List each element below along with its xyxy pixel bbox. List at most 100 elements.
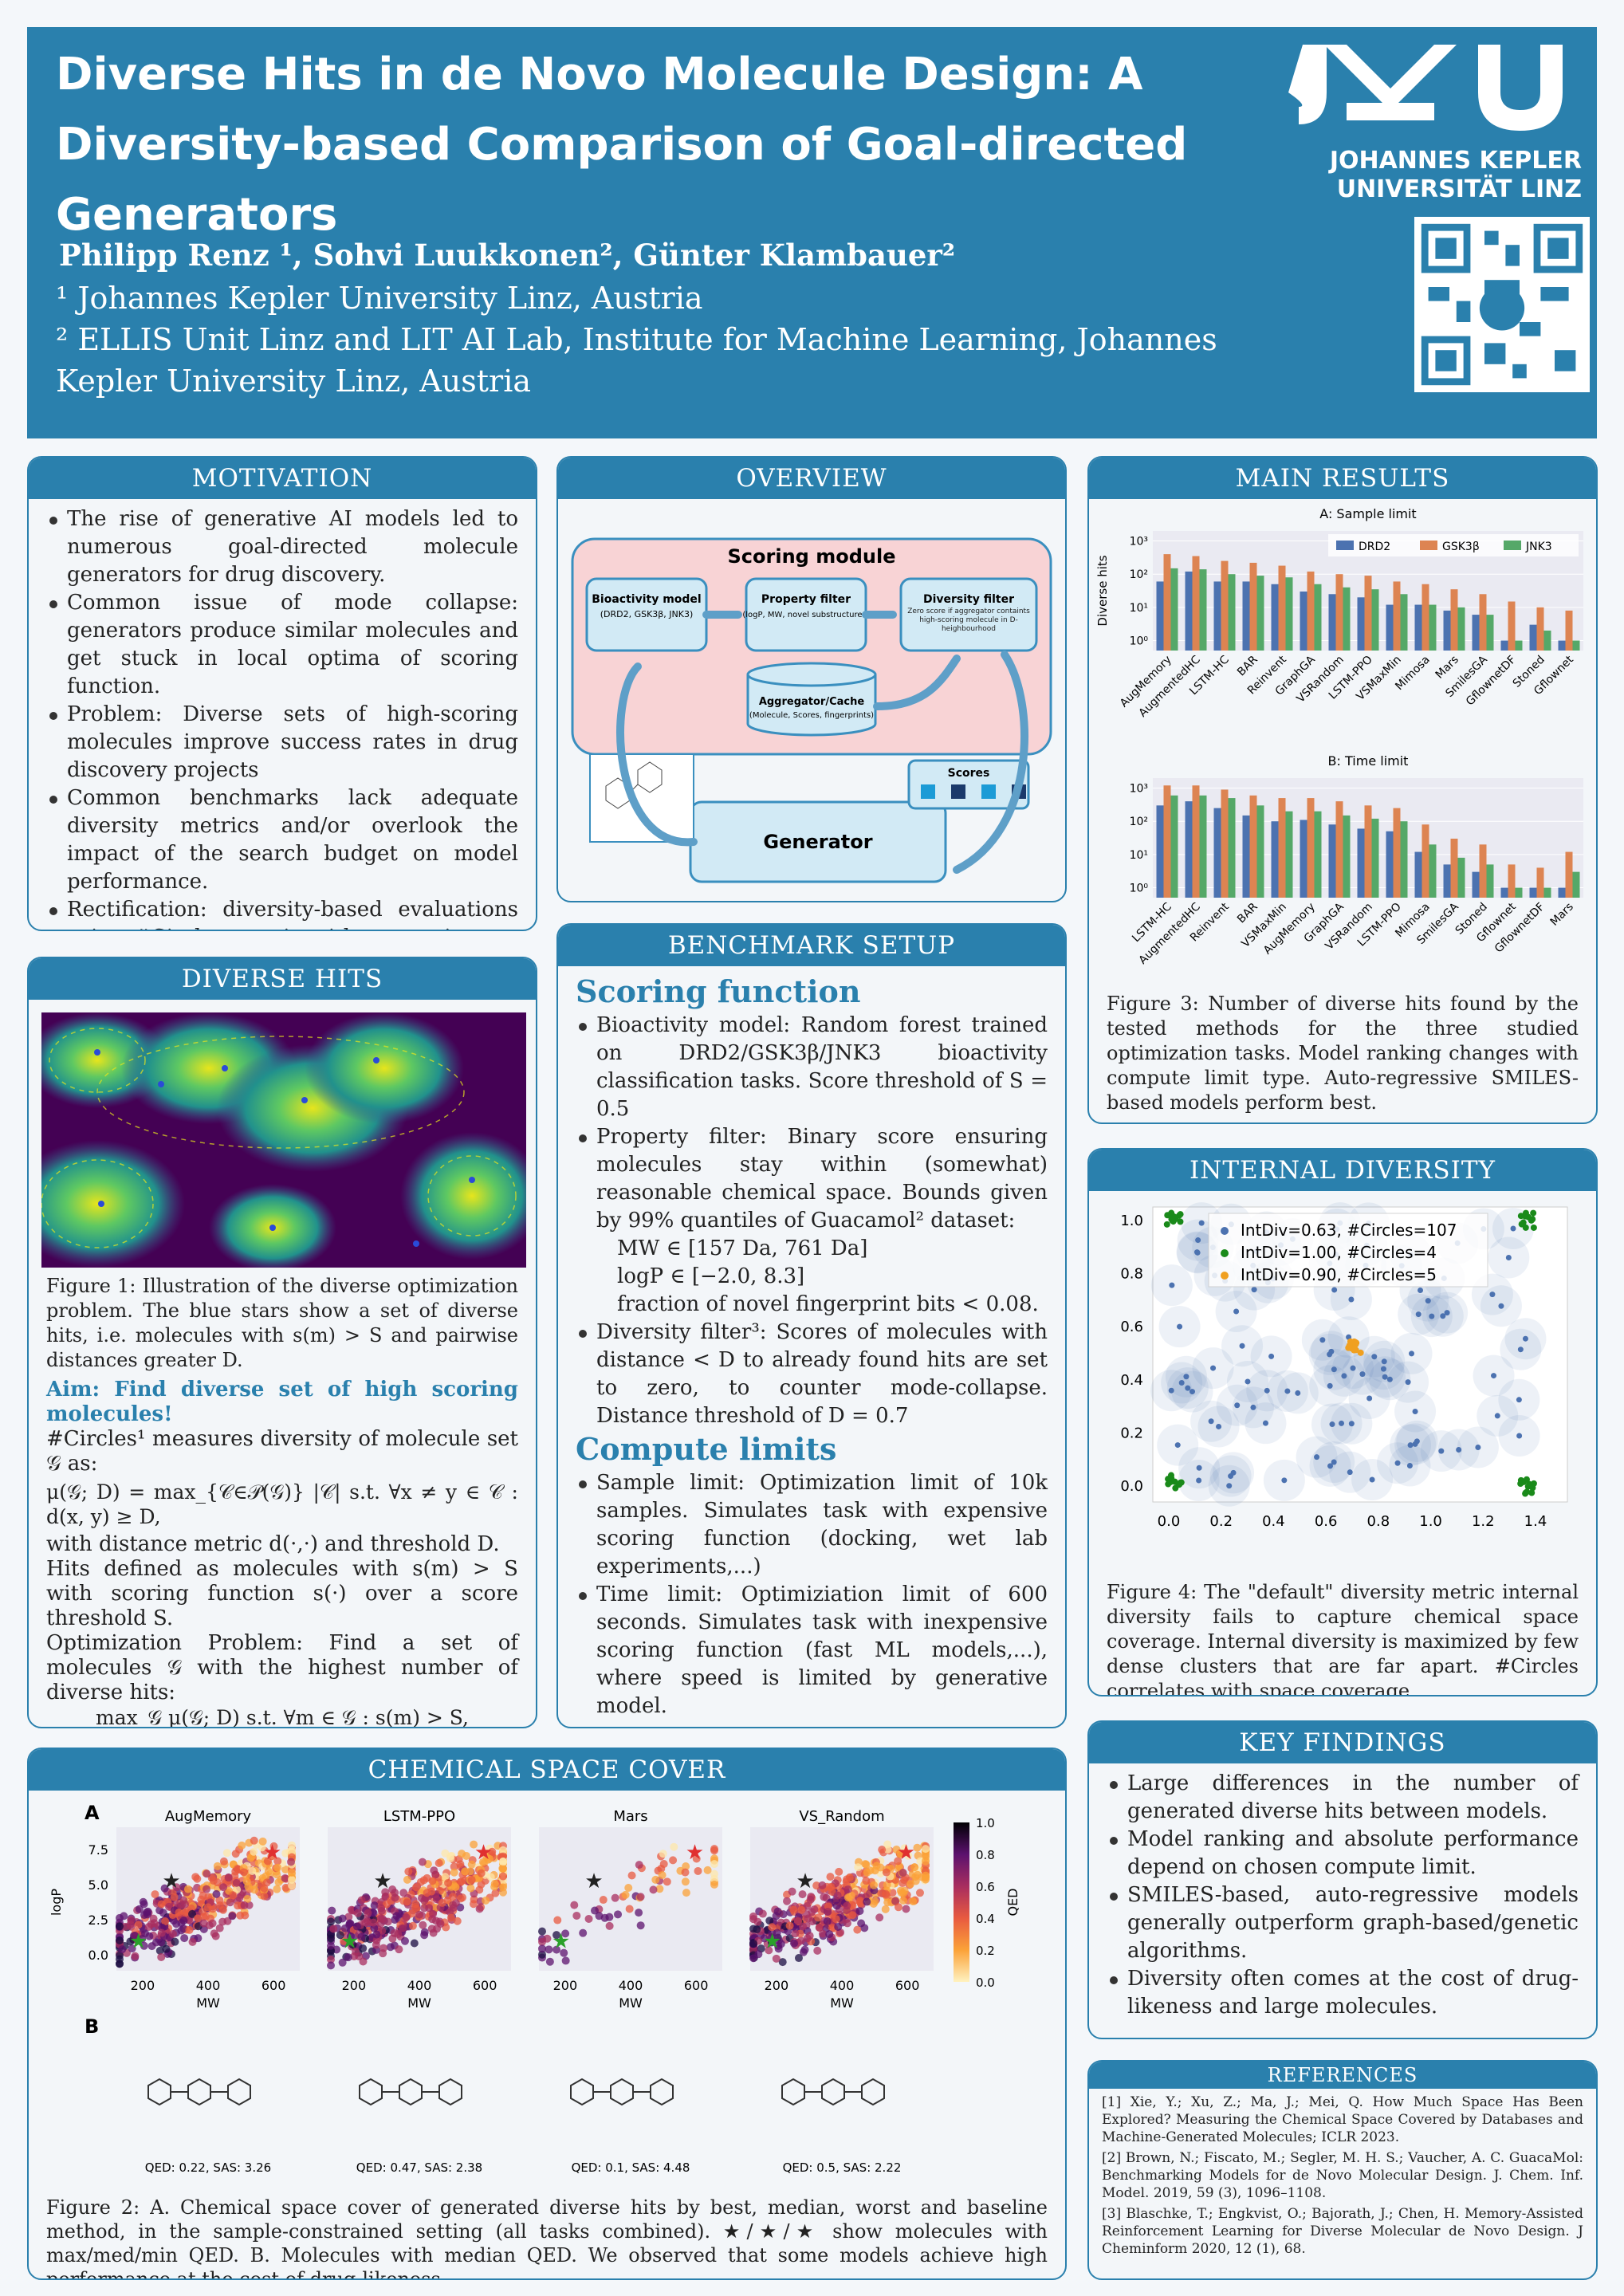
point-blue [1331,1366,1337,1373]
point-blue [1438,1448,1445,1454]
molecule-point [900,1844,909,1853]
molecule-point [538,1927,546,1936]
bar [1414,851,1422,898]
point-blue [1498,1303,1504,1309]
molecule-point [834,1922,843,1931]
molecule-point [490,1879,499,1888]
point-blue [1189,1389,1195,1395]
legend-label: IntDiv=0.90, #Circles=5 [1241,1265,1437,1284]
molecule-point [352,1948,360,1956]
molecule-point [327,1961,335,1970]
molecule-point [694,1866,702,1875]
molecule-point [772,1954,781,1963]
point-blue [1516,1433,1523,1439]
bar [1371,818,1379,898]
y-tick-label: 0.0 [1120,1478,1143,1495]
bar [1256,805,1264,898]
x-tick-label: 200 [553,1978,578,1993]
molecule-point [875,1913,884,1922]
molecule-point [466,1884,475,1893]
molecule-point [128,1944,136,1953]
qed-star: ★ [263,1841,281,1865]
bar [1343,587,1351,651]
molecule-point [498,1864,507,1873]
point-blue [1510,1225,1516,1232]
point-blue [1371,1354,1378,1360]
molecule-ring [399,2078,423,2106]
qed-star: ★ [796,1869,814,1893]
molecule-point [273,1857,282,1866]
point-blue [1251,1287,1257,1293]
molecule-point [345,1919,354,1928]
bar [1500,887,1508,898]
bar [1156,581,1164,651]
point-green [1170,1218,1177,1225]
molecule-point [453,1917,462,1925]
bar [1249,562,1257,651]
molecule-point [338,1958,347,1967]
aggregator-sub: (Molecule, Scores, fingerprints) [749,711,874,720]
authors: Philipp Renz ¹, Sohvi Luukkonen², Günter… [59,238,956,273]
molecule-point [248,1866,257,1875]
bar [1213,808,1221,898]
point-green [1165,1476,1172,1483]
x-tick-label: 0.2 [1209,1513,1233,1530]
colorbar-label: QED [1005,1888,1020,1916]
molecule-point [250,1885,259,1894]
molecule-point [621,1890,630,1899]
point-orange [1347,1338,1354,1345]
qr-code[interactable] [1414,217,1590,392]
internal-diversity-scatter: 0.0 0.2 0.4 0.6 0.8 1.0 1.2 1.4 0.0 0.2 0.4 0.6 0.8 1… [1120,1202,1568,1530]
molecule-point [233,1885,242,1894]
molecule-point [181,1900,190,1909]
molecule-point [625,1905,634,1913]
molecule-point [871,1897,879,1906]
bar [1457,607,1465,651]
molecule-point [579,1928,588,1937]
point-blue [1331,1287,1338,1293]
chart-title: B: Time limit [1328,753,1409,769]
molecule-point [157,1900,166,1909]
bar [1170,795,1178,898]
benchmark-title: BENCHMARK SETUP [558,925,1065,966]
poster-title: Diverse Hits in de Novo Molecule Design:… [56,49,1188,241]
x-tick-label: 200 [131,1978,155,1993]
y-tick-label: 10⁰ [1130,635,1149,648]
scoring-module-label: Scoring module [728,545,896,568]
point-green [1518,1221,1525,1228]
molecule-point [499,1872,507,1881]
bar [1170,568,1178,651]
motivation-item: The rise of generative AI models led to … [46,505,518,589]
molecule-point [402,1913,411,1922]
internal-diversity-title: INTERNAL DIVERSITY [1089,1150,1596,1191]
molecule-point [403,1897,411,1906]
point-orange [1357,1349,1364,1356]
bar [1192,785,1200,898]
molecule-point [807,1893,816,1901]
molecule-point [848,1911,857,1920]
molecule-ring [147,2078,171,2106]
molecule-point [820,1893,828,1901]
qed-star: ★ [763,1930,781,1954]
key-findings-panel: KEY FINDINGS Large differences in the nu… [1087,1720,1598,2039]
molecule-point [232,1878,241,1887]
molecule-point [441,1873,450,1881]
molecule-point [877,1889,886,1897]
molecule-point [624,1884,633,1893]
qed-star: ★ [340,1930,359,1954]
molecule-ring [359,2078,383,2106]
molecule-point [835,1867,843,1876]
legend [1328,534,1579,556]
affiliations: ¹ Johannes Kepler University Linz, Austr… [56,281,1217,399]
molecule-point [151,1890,159,1899]
bar [1314,811,1322,898]
molecule-point [636,1893,645,1901]
molecule-structure [147,2078,251,2106]
molecule-point [753,1925,761,1934]
y-tick-label: 2.5 [88,1913,108,1928]
molecule-point [126,1937,135,1946]
bar [1163,554,1171,651]
molecule-point [419,1921,427,1929]
molecule-point [843,1893,852,1902]
logp-bound: logP ∈ [−2.0, 8.3] [617,1264,805,1288]
